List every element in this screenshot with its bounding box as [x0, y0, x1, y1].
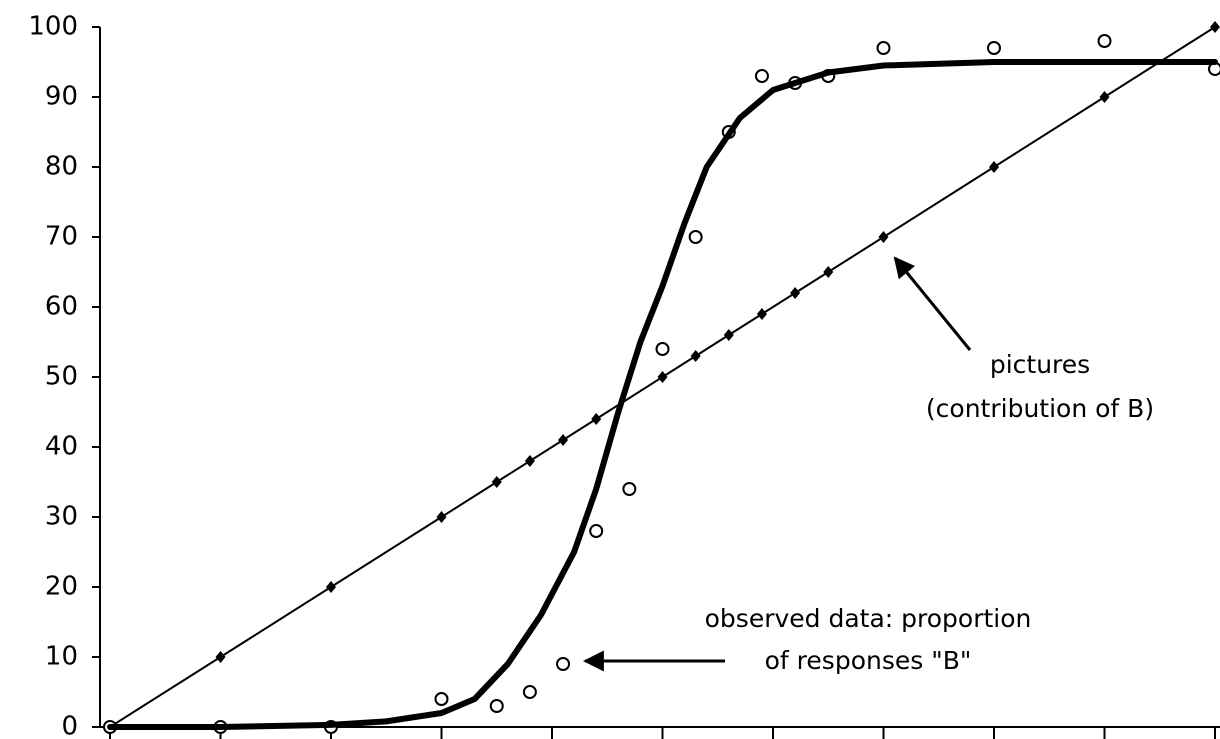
point	[790, 287, 801, 299]
y-tick-label: 0	[61, 712, 78, 739]
point	[589, 524, 604, 538]
y-tick-label: 40	[45, 432, 78, 462]
point	[524, 455, 535, 467]
y-tick-label: 30	[45, 502, 78, 532]
y-tick-label: 90	[45, 82, 78, 112]
annotation: of responses "B"	[765, 646, 972, 675]
series-line	[109, 26, 1216, 728]
point	[987, 41, 1001, 55]
y-tick-label: 70	[45, 222, 78, 252]
point	[723, 329, 734, 341]
y-tick-label: 20	[45, 572, 78, 602]
y-tick-label: 60	[45, 292, 78, 322]
point	[754, 69, 769, 83]
y-tick-label: 80	[45, 152, 78, 182]
point	[1097, 34, 1112, 48]
point	[655, 342, 670, 356]
point	[591, 413, 602, 425]
point	[688, 230, 703, 244]
point	[876, 41, 891, 55]
y-tick-label: 50	[45, 362, 78, 392]
point	[989, 161, 999, 173]
annotation: pictures	[990, 350, 1090, 379]
point	[434, 692, 449, 706]
point	[489, 699, 504, 713]
point	[326, 581, 336, 593]
point	[522, 685, 537, 699]
point	[491, 476, 502, 488]
annotation: observed data: proportion	[705, 604, 1032, 633]
point	[823, 266, 834, 278]
point	[1099, 91, 1110, 103]
annotation-arrow	[893, 256, 972, 351]
point	[1210, 21, 1220, 33]
point	[878, 231, 889, 243]
annotation: (contribution of B)	[926, 394, 1154, 423]
point	[556, 657, 571, 671]
series-line	[107, 59, 1218, 730]
point	[657, 371, 668, 383]
y-tick-label: 10	[45, 642, 78, 672]
point	[622, 482, 637, 496]
point	[558, 434, 569, 446]
point	[756, 308, 767, 320]
point	[436, 511, 447, 523]
point	[215, 651, 226, 663]
y-tick-label: 100	[28, 12, 78, 42]
point	[690, 350, 701, 362]
